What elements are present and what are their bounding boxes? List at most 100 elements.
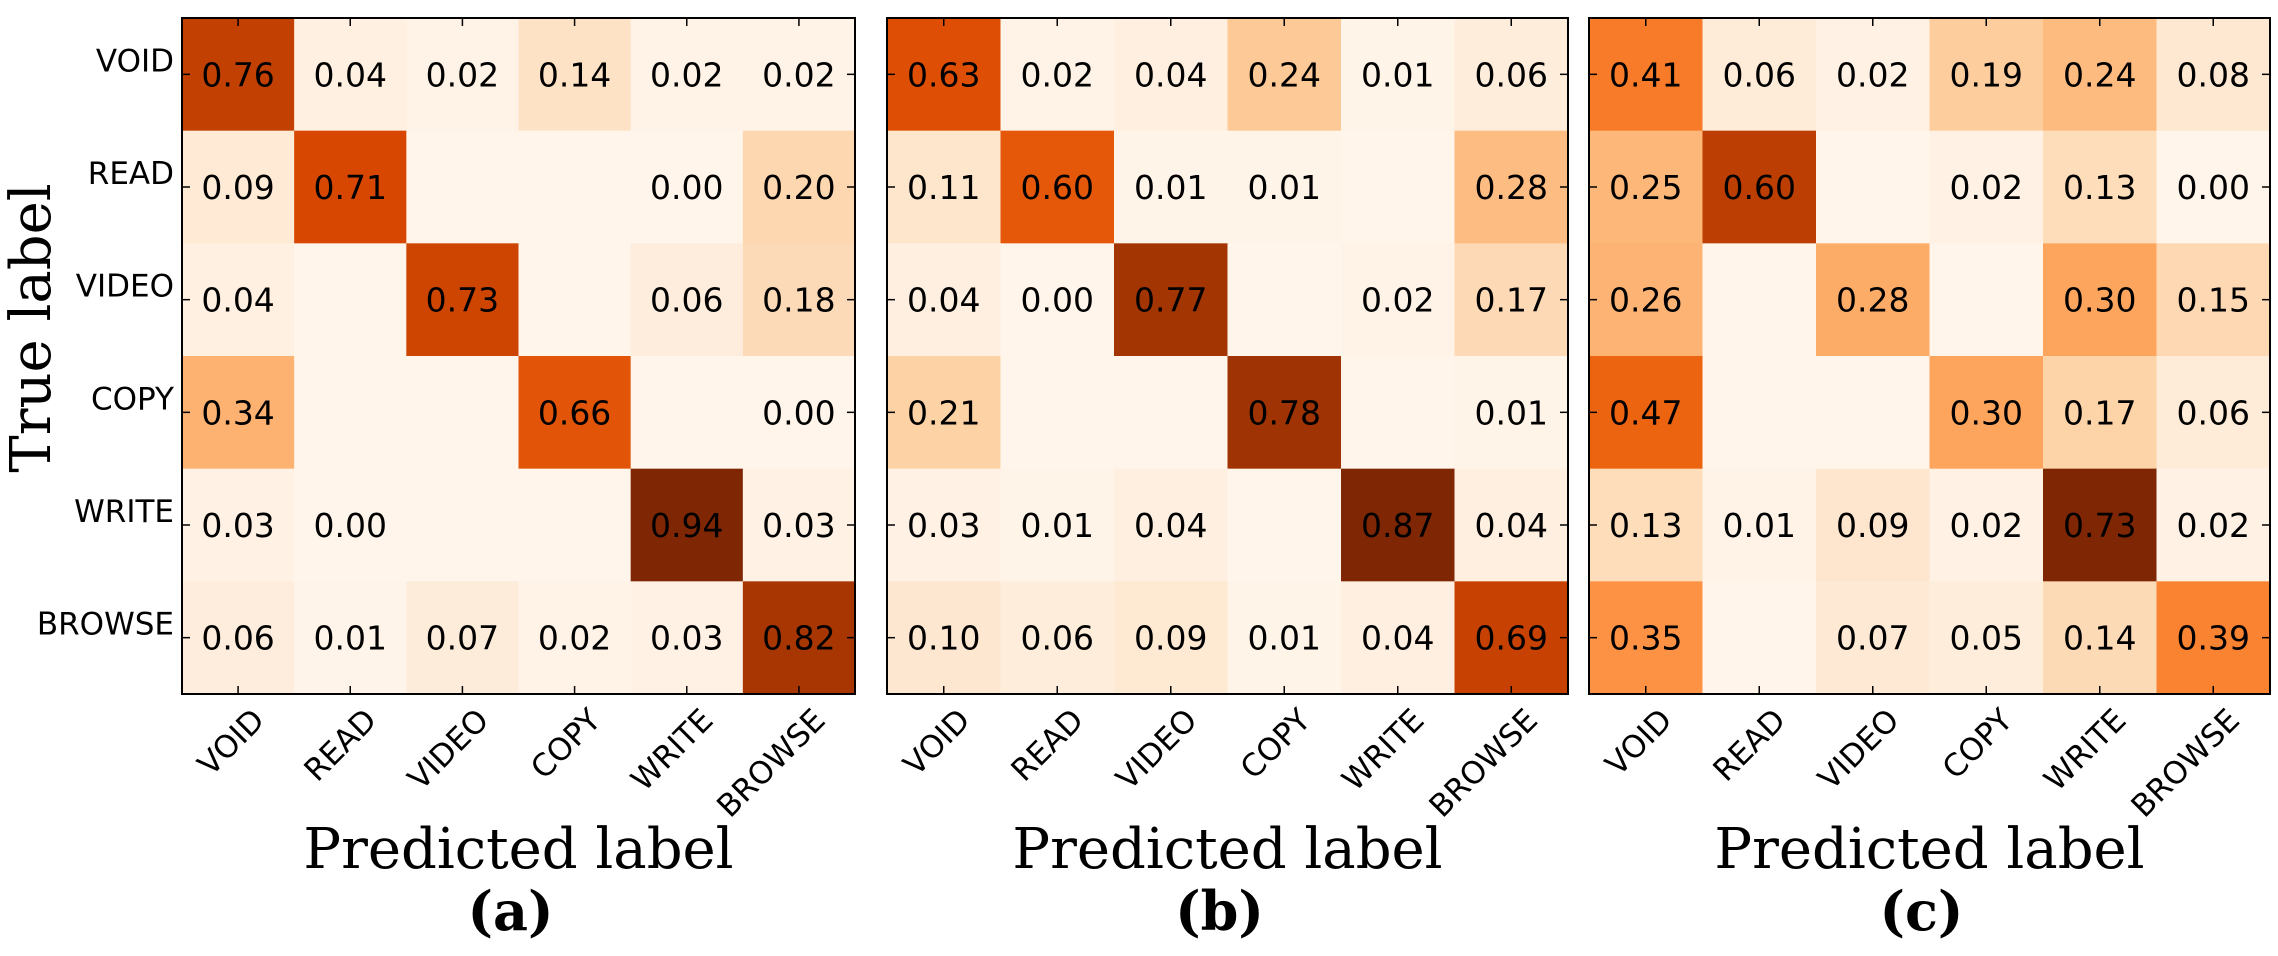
cell-value-label: 0.30 bbox=[2063, 281, 2136, 320]
x-tick-label-browse: BROWSE bbox=[2124, 702, 2246, 824]
heatmap-cell-void-void bbox=[887, 18, 1002, 132]
heatmap-cell-write-video bbox=[1816, 468, 1931, 582]
heatmap-cell-browse-void bbox=[182, 581, 295, 695]
cell-value-label: 0.00 bbox=[650, 168, 723, 207]
x-tick-label-void: VOID bbox=[191, 702, 272, 783]
heatmap-cell-void-video bbox=[1816, 18, 1931, 132]
heatmap-cell-void-copy bbox=[1929, 18, 2044, 132]
x-axis-title: Predicted label bbox=[1714, 817, 2144, 882]
heatmap-cell-browse-video bbox=[1816, 581, 1931, 695]
cell-value-label: 0.04 bbox=[314, 55, 387, 94]
cell-value-label: 0.25 bbox=[1609, 168, 1682, 207]
cell-value-label: 0.10 bbox=[907, 619, 980, 658]
heatmap-cell-void-read bbox=[294, 18, 407, 132]
heatmap-cell-copy-write bbox=[2043, 356, 2158, 470]
heatmap-cell-browse-copy bbox=[518, 581, 632, 695]
cell-value-label: 0.00 bbox=[762, 393, 835, 432]
heatmap-cell-void-video bbox=[406, 18, 520, 132]
heatmap-cell-write-void bbox=[1589, 468, 1704, 582]
cell-value-label: 0.03 bbox=[907, 506, 980, 545]
heatmap-cell-video-browse bbox=[1454, 243, 1569, 357]
cell-value-label: 0.07 bbox=[426, 619, 499, 658]
x-tick-label-browse: BROWSE bbox=[1422, 702, 1544, 824]
y-tick-label-read: READ bbox=[88, 156, 174, 192]
heatmap-cell-copy-copy bbox=[518, 356, 632, 470]
x-tick-label-copy: COPY bbox=[524, 702, 608, 786]
heatmap-cell-browse-read bbox=[1000, 581, 1115, 695]
panel-label: (a) bbox=[467, 879, 553, 943]
cell-value-label: 0.35 bbox=[1609, 619, 1682, 658]
cell-value-label: 0.00 bbox=[2177, 168, 2250, 207]
x-tick-label-read: READ bbox=[1004, 702, 1090, 788]
heatmap-cell-void-copy bbox=[518, 18, 632, 132]
x-tick-label-read: READ bbox=[297, 702, 383, 788]
heatmap-cell-copy-video bbox=[406, 356, 520, 470]
heatmap-cell-void-browse bbox=[742, 18, 856, 132]
heatmap-cell-browse-browse bbox=[1454, 581, 1569, 695]
x-tick-label-copy: COPY bbox=[1234, 702, 1318, 786]
cell-value-label: 0.63 bbox=[907, 55, 980, 94]
heatmap-cell-write-write bbox=[630, 468, 744, 582]
x-tick-label-video: VIDEO bbox=[401, 702, 496, 797]
cell-value-label: 0.14 bbox=[538, 55, 611, 94]
cell-value-label: 0.01 bbox=[1361, 55, 1434, 94]
heatmap-panel-3: 0.41 0.06 0.02 0.19 0.24 0.08 0.25 0.60 0.02 0.13… bbox=[1588, 17, 2271, 943]
heatmap-cell-void-browse bbox=[1454, 18, 1569, 132]
heatmap-cell-browse-write bbox=[2043, 581, 2158, 695]
cell-value-label: 0.04 bbox=[1134, 506, 1207, 545]
heatmap-cell-read-read bbox=[1702, 130, 1817, 244]
cell-value-label: 0.19 bbox=[1950, 55, 2023, 94]
y-tick-label-void: VOID bbox=[96, 43, 174, 79]
heatmap-cell-read-browse bbox=[2156, 130, 2271, 244]
heatmap-cell-void-void bbox=[182, 18, 295, 132]
cell-value-label: 0.71 bbox=[314, 168, 387, 207]
heatmap-cell-read-write bbox=[1341, 130, 1456, 244]
cell-value-label: 0.69 bbox=[1475, 619, 1548, 658]
heatmap-cell-write-copy bbox=[518, 468, 632, 582]
cell-value-label: 0.09 bbox=[201, 168, 274, 207]
cell-value-label: 0.02 bbox=[1021, 55, 1094, 94]
cell-value-label: 0.14 bbox=[2063, 619, 2136, 658]
cell-value-label: 0.02 bbox=[538, 619, 611, 658]
heatmap-cell-write-browse bbox=[742, 468, 856, 582]
cell-value-label: 0.03 bbox=[762, 506, 835, 545]
x-tick-label-video: VIDEO bbox=[1811, 702, 1906, 797]
x-axis-title: Predicted label bbox=[303, 817, 733, 882]
cell-value-label: 0.04 bbox=[907, 281, 980, 320]
cell-value-label: 0.01 bbox=[1248, 168, 1321, 207]
heatmap-cell-void-write bbox=[2043, 18, 2158, 132]
cell-value-label: 0.47 bbox=[1609, 393, 1682, 432]
cell-value-label: 0.01 bbox=[314, 619, 387, 658]
heatmap-cell-read-copy bbox=[1929, 130, 2044, 244]
heatmap-cell-browse-copy bbox=[1929, 581, 2044, 695]
cell-value-label: 0.09 bbox=[1134, 619, 1207, 658]
heatmap-cell-browse-write bbox=[630, 581, 744, 695]
heatmap-cell-copy-read bbox=[294, 356, 407, 470]
cell-value-label: 0.01 bbox=[1248, 619, 1321, 658]
cell-value-label: 0.73 bbox=[426, 281, 499, 320]
cell-value-label: 0.28 bbox=[1836, 281, 1909, 320]
x-axis-title: Predicted label bbox=[1012, 817, 1442, 882]
heatmap-cell-read-copy bbox=[1227, 130, 1342, 244]
heatmap-cell-void-browse bbox=[2156, 18, 2271, 132]
cell-value-label: 0.01 bbox=[1475, 393, 1548, 432]
cell-value-label: 0.82 bbox=[762, 619, 835, 658]
x-tick-label-write: WRITE bbox=[624, 702, 720, 798]
heatmap-cell-copy-copy bbox=[1929, 356, 2044, 470]
cell-value-label: 0.17 bbox=[2063, 393, 2136, 432]
panel-label: (b) bbox=[1175, 879, 1264, 943]
heatmap-cell-browse-read bbox=[294, 581, 407, 695]
heatmap-cell-copy-browse bbox=[742, 356, 856, 470]
heatmap-cell-browse-video bbox=[406, 581, 520, 695]
cell-value-label: 0.24 bbox=[1248, 55, 1321, 94]
cell-value-label: 0.20 bbox=[762, 168, 835, 207]
cell-value-label: 0.13 bbox=[1609, 506, 1682, 545]
heatmap-panel-2: 0.63 0.02 0.04 0.24 0.01 0.06 0.11 0.60 0.01 0.01… bbox=[886, 17, 1569, 943]
plot-frame bbox=[181, 17, 856, 695]
heatmap-cell-video-read bbox=[1702, 243, 1817, 357]
heatmap-cell-video-video bbox=[406, 243, 520, 357]
plot-frame bbox=[886, 17, 1569, 695]
heatmap-cell-read-read bbox=[294, 130, 407, 244]
heatmap-cell-write-read bbox=[1702, 468, 1817, 582]
heatmap-cell-write-copy bbox=[1929, 468, 2044, 582]
